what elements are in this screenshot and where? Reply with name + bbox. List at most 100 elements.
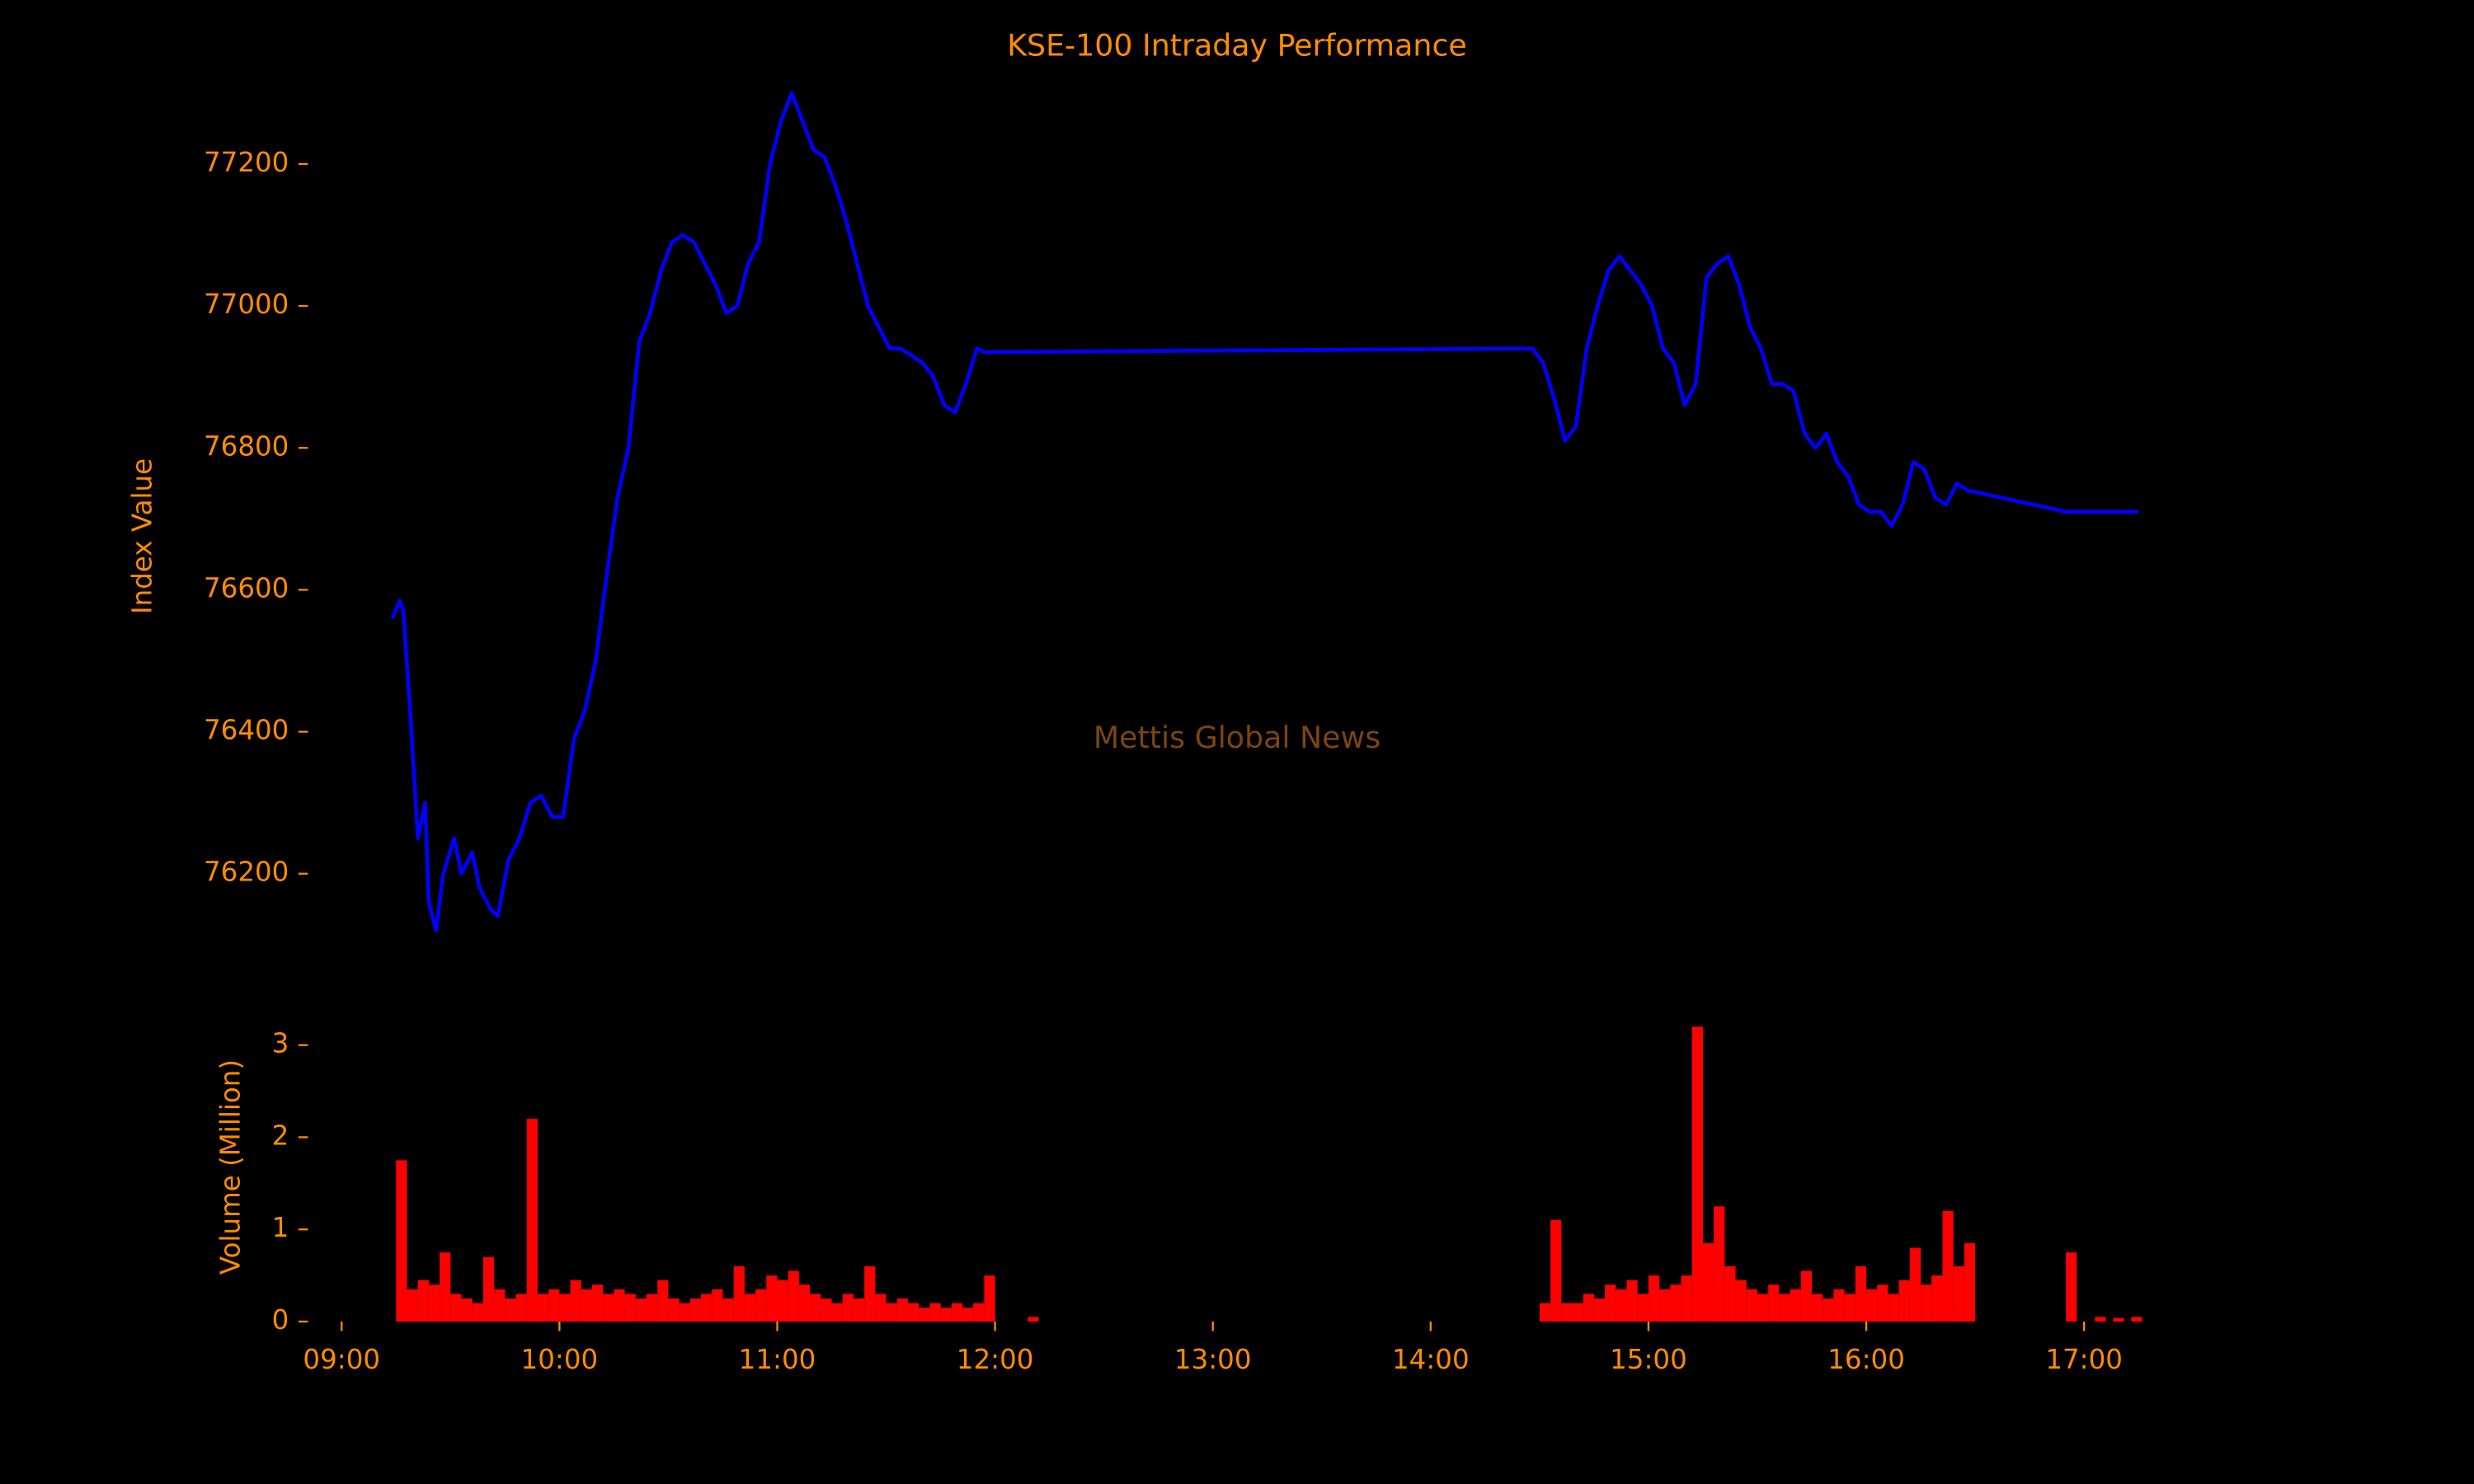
volume-bar (1953, 1266, 1964, 1322)
volume-bar (1746, 1289, 1757, 1322)
volume-bar (919, 1308, 930, 1322)
volume-bar (537, 1294, 549, 1322)
volume-bar (940, 1308, 952, 1322)
volume-bar (1724, 1266, 1736, 1322)
volume-bar (1605, 1284, 1616, 1322)
volume-bar (505, 1298, 516, 1322)
x-tick-label: 16:00 (1827, 1344, 1905, 1375)
volume-bar (647, 1294, 658, 1322)
volume-bar (1812, 1294, 1823, 1322)
volume-bar (1583, 1294, 1594, 1322)
volume-bar (886, 1303, 897, 1322)
chart-title: KSE-100 Intraday Performance (1007, 27, 1467, 63)
volume-bar (1616, 1289, 1627, 1322)
volume-bar (635, 1298, 647, 1322)
volume-bar (482, 1256, 495, 1322)
volume-bar (1866, 1289, 1878, 1322)
volume-bar (1637, 1294, 1649, 1322)
volume-bar (1833, 1289, 1845, 1322)
volume-bar (2066, 1252, 2077, 1322)
volume-bar (461, 1298, 473, 1322)
volume-bar (417, 1280, 429, 1322)
y-tick-label: 3 (272, 1028, 289, 1059)
volume-bar (1593, 1298, 1606, 1322)
volume-bar (744, 1294, 756, 1322)
y-tick-label: 77200 (204, 147, 289, 178)
volume-bar (689, 1298, 702, 1322)
volume-bar (450, 1294, 462, 1322)
volume-bar (668, 1298, 680, 1322)
volume-bar (907, 1303, 920, 1322)
x-tick-label: 17:00 (2045, 1344, 2123, 1375)
volume-bar (1714, 1206, 1725, 1322)
volume-bar (624, 1294, 636, 1322)
volume-bar (777, 1280, 788, 1322)
volume-bar (1626, 1280, 1638, 1322)
volume-bar (1681, 1275, 1692, 1322)
volume-bar (1735, 1280, 1747, 1322)
y-tick-label: 76200 (204, 857, 289, 888)
volume-bar (853, 1298, 865, 1322)
volume-bar (614, 1289, 625, 1322)
volume-bar (788, 1270, 799, 1322)
y-tick-label: 76400 (204, 715, 289, 746)
y-tick-label: 1 (272, 1212, 289, 1243)
volume-bar (1909, 1247, 1921, 1322)
volume-bar (1823, 1298, 1834, 1322)
volume-bar (1790, 1289, 1801, 1322)
volume-bar (548, 1289, 560, 1322)
watermark: Mettis Global News (1094, 720, 1380, 755)
volume-bar (831, 1303, 843, 1322)
volume-bar (570, 1280, 581, 1322)
volume-bar (407, 1289, 418, 1322)
volume-bar (1670, 1284, 1681, 1322)
volume-bar (1768, 1284, 1780, 1322)
volume-bar (1844, 1294, 1856, 1322)
volume-bar (2095, 1317, 2106, 1322)
volume-bar (864, 1266, 876, 1322)
volume-bar (1691, 1026, 1703, 1322)
volume-bar (798, 1284, 811, 1322)
volume-bar (1539, 1303, 1551, 1322)
volume-bar (515, 1294, 527, 1322)
volume-bar (1931, 1275, 1943, 1322)
volume-bar (494, 1289, 506, 1322)
volume-bar (559, 1294, 571, 1322)
volume-bar (1888, 1294, 1899, 1322)
volume-bar (1648, 1275, 1660, 1322)
volume-bar (1757, 1294, 1769, 1322)
volume-bar (1877, 1284, 1888, 1322)
x-tick-label: 10:00 (521, 1344, 599, 1375)
y-tick-label: 77000 (204, 289, 289, 320)
volume-bar (766, 1275, 778, 1322)
x-tick-label: 11:00 (739, 1344, 816, 1375)
volume-bar (842, 1294, 854, 1322)
volume-bar (712, 1289, 723, 1322)
volume-bar (679, 1303, 690, 1322)
y-tick-label: 2 (272, 1120, 289, 1151)
volume-bar (1572, 1303, 1583, 1322)
volume-bar (1855, 1266, 1867, 1322)
volume-bar (973, 1303, 985, 1322)
y-tick-label: 76600 (204, 572, 289, 603)
volume-bar (526, 1119, 538, 1322)
volume-bar (396, 1160, 407, 1322)
y-axis-label: Index Value (126, 458, 158, 614)
x-tick-label: 13:00 (1174, 1344, 1252, 1375)
volume-bar (984, 1275, 995, 1322)
volume-bar (2113, 1317, 2124, 1322)
volume-bar (581, 1289, 592, 1322)
volume-bar (1659, 1289, 1671, 1322)
volume-bar (657, 1280, 669, 1322)
volume-bar (440, 1252, 451, 1322)
volume-bar (951, 1303, 962, 1322)
volume-bar (821, 1298, 832, 1322)
volume-bar (929, 1303, 941, 1322)
volume-bar (875, 1294, 887, 1322)
volume-bar (1942, 1210, 1954, 1322)
volume-bar (701, 1294, 713, 1322)
x-tick-label: 14:00 (1392, 1344, 1470, 1375)
volume-bar (1028, 1317, 1039, 1322)
